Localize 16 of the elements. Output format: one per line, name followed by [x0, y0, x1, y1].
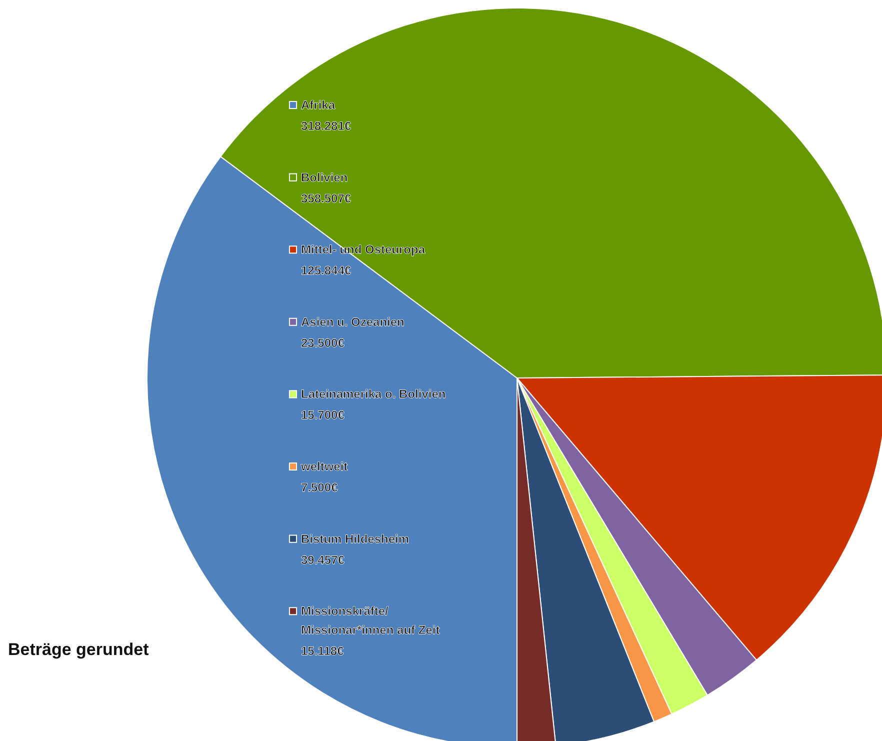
data-label: 39.457€ — [301, 552, 345, 567]
data-label: 23.500€ — [301, 336, 345, 350]
data-label: 15.700€ — [301, 408, 345, 422]
data-label: 358.507€ — [301, 191, 352, 206]
legend-label: Lateinamerika o. Bolivien — [301, 387, 446, 402]
legend-label: weltweit — [300, 460, 348, 474]
data-label: 318.281€ — [301, 119, 352, 133]
legend-label: Bolivien — [301, 170, 348, 184]
data-label: 7.500€ — [301, 480, 338, 494]
legend-label: Missionskräfte/ Missionar*innen auf Zeit — [301, 604, 440, 638]
legend-label: Afrika — [301, 98, 336, 112]
data-label: 125.844€ — [301, 264, 352, 278]
text: Beträge gerundet — [8, 640, 150, 659]
legend-label: Bistum Hildesheim — [301, 532, 410, 546]
legend-label: Asien u. Ozeanien — [301, 314, 404, 329]
data-label: 15.118€ — [301, 644, 344, 658]
